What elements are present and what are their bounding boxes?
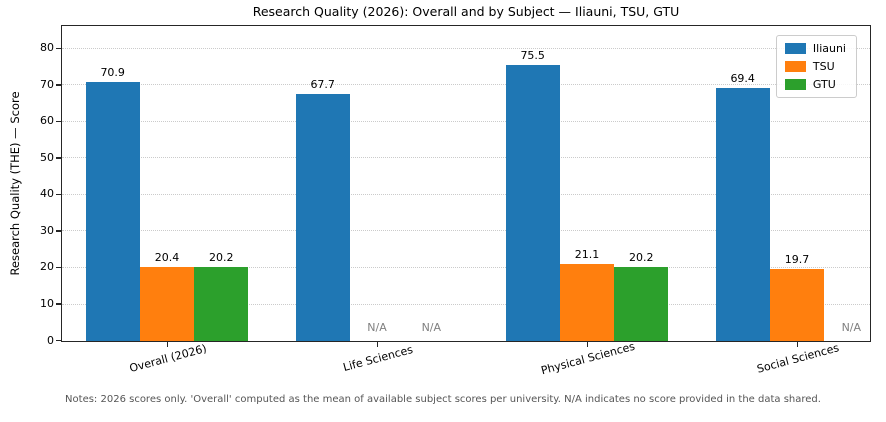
na-label: N/A bbox=[421, 321, 442, 334]
legend-swatch bbox=[784, 79, 806, 90]
legend-item-label: TSU bbox=[812, 60, 835, 73]
bar bbox=[194, 267, 249, 341]
grid-line bbox=[62, 230, 870, 232]
y-tick-label: 70 bbox=[40, 77, 54, 91]
grid-line bbox=[62, 266, 870, 268]
bar bbox=[770, 269, 824, 341]
y-tick-mark bbox=[56, 193, 61, 196]
grid-line bbox=[62, 120, 870, 122]
grid-line bbox=[62, 47, 870, 49]
legend-item: GTU bbox=[784, 78, 846, 91]
footnote: Notes: 2026 scores only. 'Overall' compu… bbox=[65, 394, 821, 405]
y-tick-mark bbox=[56, 47, 61, 50]
plot-area: 70.9 67.7 75.5 69.4 20.4 N/A 21.1 19.7 20.2 N/A 20… bbox=[61, 25, 871, 342]
na-label: N/A bbox=[367, 321, 387, 334]
bar-value-label: 20.2 bbox=[209, 251, 234, 265]
legend-item: Iliauni bbox=[784, 42, 846, 55]
bar-value-label: 19.7 bbox=[784, 253, 810, 267]
y-tick-label: 50 bbox=[40, 150, 54, 164]
grid-line bbox=[62, 157, 870, 159]
x-tick-mark bbox=[797, 342, 799, 347]
bar-value-label: 20.4 bbox=[154, 250, 180, 264]
bar bbox=[715, 87, 770, 341]
legend-item: TSU bbox=[784, 60, 846, 73]
bar-value-label: 75.5 bbox=[520, 49, 545, 63]
bar bbox=[85, 82, 140, 341]
grid-line bbox=[62, 193, 870, 195]
na-label: N/A bbox=[841, 321, 862, 334]
grid-line bbox=[62, 84, 870, 86]
y-tick-mark bbox=[56, 266, 61, 269]
bar bbox=[560, 263, 614, 341]
y-tick-label: 60 bbox=[40, 114, 54, 128]
legend-item-label: GTU bbox=[812, 78, 836, 91]
bar-value-label: 21.1 bbox=[574, 247, 600, 261]
y-axis-label: Research Quality (THE) — Score bbox=[8, 91, 22, 276]
x-tick-mark bbox=[587, 342, 589, 347]
y-tick-mark bbox=[56, 340, 61, 342]
bar-value-label: 67.7 bbox=[310, 77, 335, 91]
y-tick-label: 0 bbox=[47, 333, 54, 347]
x-tick-mark bbox=[167, 342, 169, 347]
bar-value-label: 20.2 bbox=[629, 251, 654, 265]
y-tick-label: 10 bbox=[40, 296, 54, 310]
chart-title: Research Quality (2026): Overall and by … bbox=[252, 4, 680, 19]
y-tick-mark bbox=[56, 230, 61, 232]
grid-line bbox=[62, 303, 870, 305]
bar bbox=[505, 65, 560, 341]
legend-swatch bbox=[784, 61, 806, 72]
y-tick-label: 30 bbox=[40, 223, 54, 237]
bar bbox=[140, 266, 194, 341]
y-tick-label: 20 bbox=[40, 260, 54, 274]
bar-value-label: 69.4 bbox=[730, 71, 755, 85]
x-tick-label: Life Sciences bbox=[341, 342, 414, 375]
y-tick-label: 80 bbox=[40, 41, 54, 55]
bar bbox=[614, 267, 669, 341]
legend-item-label: Iliauni bbox=[812, 42, 846, 55]
x-tick-mark bbox=[377, 342, 379, 347]
y-tick-label: 40 bbox=[40, 187, 54, 201]
bar-value-label: 70.9 bbox=[100, 66, 125, 80]
y-tick-mark bbox=[56, 157, 61, 159]
bar bbox=[295, 93, 350, 341]
y-tick-mark bbox=[56, 303, 61, 305]
legend: Iliauni TSU GTU bbox=[775, 35, 857, 98]
legend-swatch bbox=[784, 43, 806, 54]
y-tick-mark bbox=[56, 120, 61, 123]
y-tick-mark bbox=[56, 84, 61, 86]
